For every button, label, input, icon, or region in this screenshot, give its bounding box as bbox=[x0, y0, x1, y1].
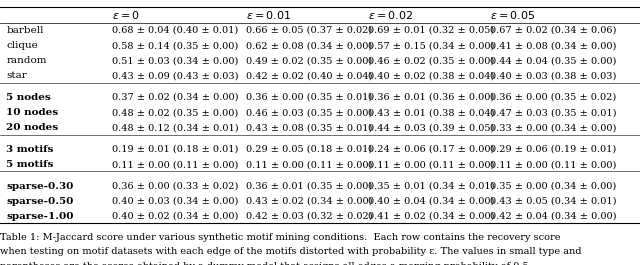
Text: 3 motifs: 3 motifs bbox=[6, 145, 54, 154]
Text: 0.36 ± 0.00 (0.35 ± 0.01): 0.36 ± 0.00 (0.35 ± 0.01) bbox=[246, 93, 372, 102]
Text: 0.43 ± 0.02 (0.34 ± 0.00): 0.43 ± 0.02 (0.34 ± 0.00) bbox=[246, 197, 373, 206]
Text: 0.42 ± 0.04 (0.34 ± 0.00): 0.42 ± 0.04 (0.34 ± 0.00) bbox=[490, 212, 616, 221]
Text: Table 1: M-Jaccard score under various synthetic motif mining conditions.  Each : Table 1: M-Jaccard score under various s… bbox=[0, 233, 561, 242]
Text: sparse-0.50: sparse-0.50 bbox=[6, 197, 74, 206]
Text: 0.24 ± 0.06 (0.17 ± 0.00): 0.24 ± 0.06 (0.17 ± 0.00) bbox=[368, 145, 494, 154]
Text: 0.35 ± 0.00 (0.34 ± 0.00): 0.35 ± 0.00 (0.34 ± 0.00) bbox=[490, 182, 616, 191]
Text: $\epsilon = 0$: $\epsilon = 0$ bbox=[112, 8, 140, 21]
Text: 0.35 ± 0.01 (0.34 ± 0.01): 0.35 ± 0.01 (0.34 ± 0.01) bbox=[368, 182, 495, 191]
Text: 0.43 ± 0.08 (0.35 ± 0.01): 0.43 ± 0.08 (0.35 ± 0.01) bbox=[246, 123, 372, 132]
Text: 0.41 ± 0.02 (0.34 ± 0.00): 0.41 ± 0.02 (0.34 ± 0.00) bbox=[368, 212, 495, 221]
Text: 0.37 ± 0.02 (0.34 ± 0.00): 0.37 ± 0.02 (0.34 ± 0.00) bbox=[112, 93, 239, 102]
Text: 0.43 ± 0.01 (0.38 ± 0.04): 0.43 ± 0.01 (0.38 ± 0.04) bbox=[368, 108, 495, 117]
Text: 0.11 ± 0.00 (0.11 ± 0.00): 0.11 ± 0.00 (0.11 ± 0.00) bbox=[246, 160, 372, 169]
Text: $\epsilon = 0.02$: $\epsilon = 0.02$ bbox=[368, 8, 413, 21]
Text: 10 nodes: 10 nodes bbox=[6, 108, 58, 117]
Text: 0.67 ± 0.02 (0.34 ± 0.06): 0.67 ± 0.02 (0.34 ± 0.06) bbox=[490, 26, 616, 35]
Text: 0.43 ± 0.09 (0.43 ± 0.03): 0.43 ± 0.09 (0.43 ± 0.03) bbox=[112, 71, 239, 80]
Text: clique: clique bbox=[6, 41, 38, 50]
Text: when testing on motif datasets with each edge of the motifs distorted with proba: when testing on motif datasets with each… bbox=[0, 247, 582, 256]
Text: $\epsilon = 0.01$: $\epsilon = 0.01$ bbox=[246, 8, 292, 21]
Text: 0.42 ± 0.02 (0.40 ± 0.04): 0.42 ± 0.02 (0.40 ± 0.04) bbox=[246, 71, 373, 80]
Text: sparse-1.00: sparse-1.00 bbox=[6, 212, 74, 221]
Text: 0.41 ± 0.08 (0.34 ± 0.00): 0.41 ± 0.08 (0.34 ± 0.00) bbox=[490, 41, 616, 50]
Text: 5 nodes: 5 nodes bbox=[6, 93, 51, 102]
Text: 0.57 ± 0.15 (0.34 ± 0.00): 0.57 ± 0.15 (0.34 ± 0.00) bbox=[368, 41, 494, 50]
Text: 0.29 ± 0.05 (0.18 ± 0.01): 0.29 ± 0.05 (0.18 ± 0.01) bbox=[246, 145, 372, 154]
Text: 0.33 ± 0.00 (0.34 ± 0.00): 0.33 ± 0.00 (0.34 ± 0.00) bbox=[490, 123, 616, 132]
Text: 0.44 ± 0.04 (0.35 ± 0.00): 0.44 ± 0.04 (0.35 ± 0.00) bbox=[490, 56, 616, 65]
Text: $\epsilon = 0.05$: $\epsilon = 0.05$ bbox=[490, 8, 535, 21]
Text: 0.19 ± 0.01 (0.18 ± 0.01): 0.19 ± 0.01 (0.18 ± 0.01) bbox=[112, 145, 238, 154]
Text: 0.48 ± 0.12 (0.34 ± 0.01): 0.48 ± 0.12 (0.34 ± 0.01) bbox=[112, 123, 239, 132]
Text: 0.36 ± 0.01 (0.35 ± 0.00): 0.36 ± 0.01 (0.35 ± 0.00) bbox=[246, 182, 372, 191]
Text: 0.36 ± 0.00 (0.35 ± 0.02): 0.36 ± 0.00 (0.35 ± 0.02) bbox=[490, 93, 616, 102]
Text: 0.36 ± 0.00 (0.33 ± 0.02): 0.36 ± 0.00 (0.33 ± 0.02) bbox=[112, 182, 238, 191]
Text: 0.29 ± 0.06 (0.19 ± 0.01): 0.29 ± 0.06 (0.19 ± 0.01) bbox=[490, 145, 616, 154]
Text: 0.68 ± 0.04 (0.40 ± 0.01): 0.68 ± 0.04 (0.40 ± 0.01) bbox=[112, 26, 238, 35]
Text: 0.49 ± 0.02 (0.35 ± 0.00): 0.49 ± 0.02 (0.35 ± 0.00) bbox=[246, 56, 372, 65]
Text: sparse-0.30: sparse-0.30 bbox=[6, 182, 74, 191]
Text: 0.36 ± 0.01 (0.36 ± 0.00): 0.36 ± 0.01 (0.36 ± 0.00) bbox=[368, 93, 494, 102]
Text: 0.48 ± 0.02 (0.35 ± 0.00): 0.48 ± 0.02 (0.35 ± 0.00) bbox=[112, 108, 238, 117]
Text: 0.40 ± 0.02 (0.38 ± 0.04): 0.40 ± 0.02 (0.38 ± 0.04) bbox=[368, 71, 494, 80]
Text: 0.69 ± 0.01 (0.32 ± 0.05): 0.69 ± 0.01 (0.32 ± 0.05) bbox=[368, 26, 494, 35]
Text: 0.66 ± 0.05 (0.37 ± 0.02): 0.66 ± 0.05 (0.37 ± 0.02) bbox=[246, 26, 372, 35]
Text: 0.40 ± 0.03 (0.34 ± 0.00): 0.40 ± 0.03 (0.34 ± 0.00) bbox=[112, 197, 238, 206]
Text: 0.51 ± 0.03 (0.34 ± 0.00): 0.51 ± 0.03 (0.34 ± 0.00) bbox=[112, 56, 238, 65]
Text: parentheses are the scores obtained by a dummy model that assigns all edges a me: parentheses are the scores obtained by a… bbox=[0, 262, 532, 265]
Text: 0.46 ± 0.02 (0.35 ± 0.00): 0.46 ± 0.02 (0.35 ± 0.00) bbox=[368, 56, 494, 65]
Text: 0.11 ± 0.00 (0.11 ± 0.00): 0.11 ± 0.00 (0.11 ± 0.00) bbox=[112, 160, 238, 169]
Text: 0.47 ± 0.03 (0.35 ± 0.01): 0.47 ± 0.03 (0.35 ± 0.01) bbox=[490, 108, 616, 117]
Text: 0.58 ± 0.14 (0.35 ± 0.00): 0.58 ± 0.14 (0.35 ± 0.00) bbox=[112, 41, 238, 50]
Text: 0.62 ± 0.08 (0.34 ± 0.00): 0.62 ± 0.08 (0.34 ± 0.00) bbox=[246, 41, 372, 50]
Text: 0.40 ± 0.02 (0.34 ± 0.00): 0.40 ± 0.02 (0.34 ± 0.00) bbox=[112, 212, 238, 221]
Text: star: star bbox=[6, 71, 27, 80]
Text: 0.44 ± 0.03 (0.39 ± 0.05): 0.44 ± 0.03 (0.39 ± 0.05) bbox=[368, 123, 494, 132]
Text: 0.43 ± 0.05 (0.34 ± 0.01): 0.43 ± 0.05 (0.34 ± 0.01) bbox=[490, 197, 616, 206]
Text: 0.40 ± 0.03 (0.38 ± 0.03): 0.40 ± 0.03 (0.38 ± 0.03) bbox=[490, 71, 616, 80]
Text: 20 nodes: 20 nodes bbox=[6, 123, 58, 132]
Text: 0.40 ± 0.04 (0.34 ± 0.00): 0.40 ± 0.04 (0.34 ± 0.00) bbox=[368, 197, 494, 206]
Text: 0.11 ± 0.00 (0.11 ± 0.00): 0.11 ± 0.00 (0.11 ± 0.00) bbox=[368, 160, 494, 169]
Text: random: random bbox=[6, 56, 47, 65]
Text: 0.11 ± 0.00 (0.11 ± 0.00): 0.11 ± 0.00 (0.11 ± 0.00) bbox=[490, 160, 616, 169]
Text: 0.42 ± 0.03 (0.32 ± 0.02): 0.42 ± 0.03 (0.32 ± 0.02) bbox=[246, 212, 373, 221]
Text: 5 motifs: 5 motifs bbox=[6, 160, 54, 169]
Text: 0.46 ± 0.03 (0.35 ± 0.00): 0.46 ± 0.03 (0.35 ± 0.00) bbox=[246, 108, 372, 117]
Text: barbell: barbell bbox=[6, 26, 44, 35]
